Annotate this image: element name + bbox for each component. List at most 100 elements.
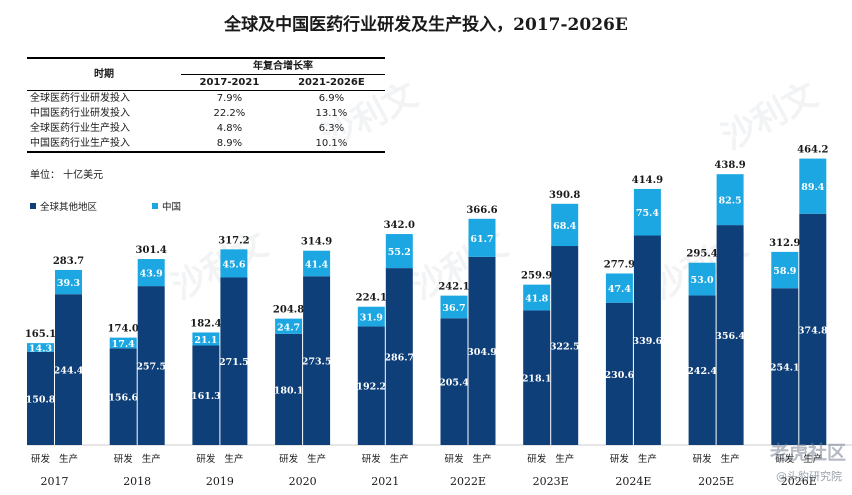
unit-label: 单位： 十亿美元 — [30, 170, 104, 181]
bar-prod-rest — [220, 277, 248, 445]
label-prod-total: 414.9 — [632, 175, 663, 186]
bar-prod-china — [137, 259, 165, 287]
row-label: 全球医药行业研发投入 — [30, 93, 130, 104]
label-rd-total: 204.8 — [273, 305, 304, 316]
legend-china-swatch — [152, 203, 158, 209]
label-rd-total: 277.9 — [604, 259, 635, 270]
label-rd-total: 224.1 — [356, 293, 387, 304]
legend-rest: 全球其他地区 — [30, 199, 97, 213]
label-rd-china: 31.9 — [360, 313, 384, 324]
row-label: 全球医药行业生产投入 — [30, 123, 130, 134]
label-prod-rest: 356.4 — [715, 331, 745, 342]
bar-rd-china — [771, 251, 799, 289]
label-rd-china: 24.7 — [277, 322, 300, 333]
tick-label-prod: 生产 — [307, 453, 326, 465]
bar-rd-rest — [605, 302, 633, 445]
tick-label-year: 2026E — [781, 475, 817, 488]
label-prod-total: 390.8 — [549, 190, 580, 201]
tick-label-year: 2020 — [289, 475, 317, 488]
bar-rd-china — [192, 332, 220, 346]
watermark-brand: 沙利文 — [405, 225, 514, 308]
bar-rd-rest — [771, 288, 799, 445]
label-rd-china: 58.9 — [773, 266, 797, 277]
tick-label-rd: 研发 — [610, 453, 630, 465]
bar-prod-china — [303, 250, 331, 277]
label-prod-china: 55.2 — [388, 247, 411, 258]
tick-label-prod: 生产 — [638, 453, 657, 465]
tick-label-year: 2017 — [41, 475, 69, 488]
tick-label-prod: 生产 — [224, 453, 243, 465]
label-rd-total: 165.1 — [25, 329, 56, 340]
label-rd-total: 295.4 — [686, 249, 717, 260]
label-prod-china: 43.9 — [140, 269, 164, 280]
bar-prod-rest — [137, 286, 165, 445]
bar-prod-rest — [55, 294, 82, 445]
header-col-2017-2021: 2017-2021 — [181, 74, 278, 91]
label-prod-china: 68.4 — [553, 221, 577, 232]
label-rd-rest: 180.1 — [274, 385, 304, 396]
row-value: 13.1% — [315, 108, 348, 119]
cagr-table: 时期 年复合增长率 2017-2021 2021-2026E 全球医药行业研发投… — [27, 57, 385, 153]
label-rd-rest: 156.6 — [108, 393, 138, 404]
bar-prod-china — [716, 174, 744, 226]
bar-rd-rest — [275, 333, 303, 445]
label-rd-china: 17.4 — [112, 339, 136, 350]
tick-label-prod: 生产 — [721, 453, 740, 465]
label-rd-rest: 230.6 — [605, 370, 635, 381]
tick-label-rd: 研发 — [114, 453, 134, 465]
chart-title: 全球及中国医药行业研发及生产投入，2017-2026E — [224, 15, 628, 35]
label-rd-china: 41.8 — [525, 294, 549, 305]
bar-rd-rest — [357, 326, 385, 445]
bar-rd-rest — [192, 345, 220, 445]
watermark-brand: 沙利文 — [315, 75, 424, 158]
bar-rd-rest — [688, 295, 716, 445]
tick-label-year: 2019 — [206, 475, 234, 488]
tick-label-prod: 生产 — [390, 453, 409, 465]
label-prod-china: 45.6 — [222, 259, 246, 270]
label-prod-total: 314.9 — [301, 237, 332, 248]
label-prod-china: 41.4 — [305, 259, 329, 270]
bar-rd-rest — [27, 351, 54, 445]
label-prod-rest: 322.5 — [550, 342, 580, 353]
row-value: 7.9% — [216, 93, 243, 104]
table-row: 全球医药行业研发投入 7.9% 6.9% — [27, 91, 385, 107]
tick-label-prod: 生产 — [142, 453, 161, 465]
bar-prod-china — [55, 269, 82, 295]
bar-prod-rest — [385, 268, 413, 445]
label-rd-china: 47.4 — [608, 284, 632, 295]
label-rd-rest: 161.3 — [191, 391, 221, 402]
bar-rd-china — [27, 343, 54, 352]
bar-prod-china — [468, 218, 496, 257]
bar-rd-china — [440, 295, 468, 319]
label-prod-rest: 304.9 — [467, 347, 497, 358]
label-prod-total: 283.7 — [53, 256, 84, 267]
label-prod-total: 301.4 — [136, 245, 167, 256]
watermark-site: 老虎社区 — [769, 442, 846, 464]
row-label: 中国医药行业生产投入 — [27, 136, 181, 153]
label-prod-rest: 339.6 — [633, 336, 663, 347]
label-rd-rest: 254.1 — [770, 363, 800, 374]
row-value: 22.2% — [213, 108, 246, 119]
row-value: 6.3% — [318, 123, 345, 134]
tick-label-year: 2025E — [698, 475, 734, 488]
row-value: 4.8% — [216, 123, 243, 134]
tick-label-prod: 生产 — [555, 453, 574, 465]
label-rd-rest: 192.2 — [356, 382, 386, 393]
tick-label-year: 2021 — [371, 475, 399, 488]
label-rd-rest: 242.4 — [687, 366, 717, 377]
bar-rd-rest — [109, 348, 137, 445]
table-row: 全球医药行业生产投入 4.8% 6.3% — [27, 121, 385, 136]
label-prod-china: 75.4 — [636, 208, 660, 219]
label-rd-china: 14.3 — [29, 344, 52, 355]
tick-label-year: 2024E — [615, 475, 651, 488]
label-prod-rest: 374.8 — [798, 325, 828, 336]
label-rd-total: 182.4 — [190, 318, 221, 329]
label-rd-china: 21.1 — [194, 335, 217, 346]
bar-prod-rest — [551, 246, 579, 445]
label-prod-total: 438.9 — [714, 160, 745, 171]
bar-prod-china — [220, 249, 248, 278]
label-prod-total: 342.0 — [384, 220, 415, 231]
label-rd-china: 36.7 — [442, 303, 465, 314]
tick-label-prod: 生产 — [59, 453, 78, 465]
